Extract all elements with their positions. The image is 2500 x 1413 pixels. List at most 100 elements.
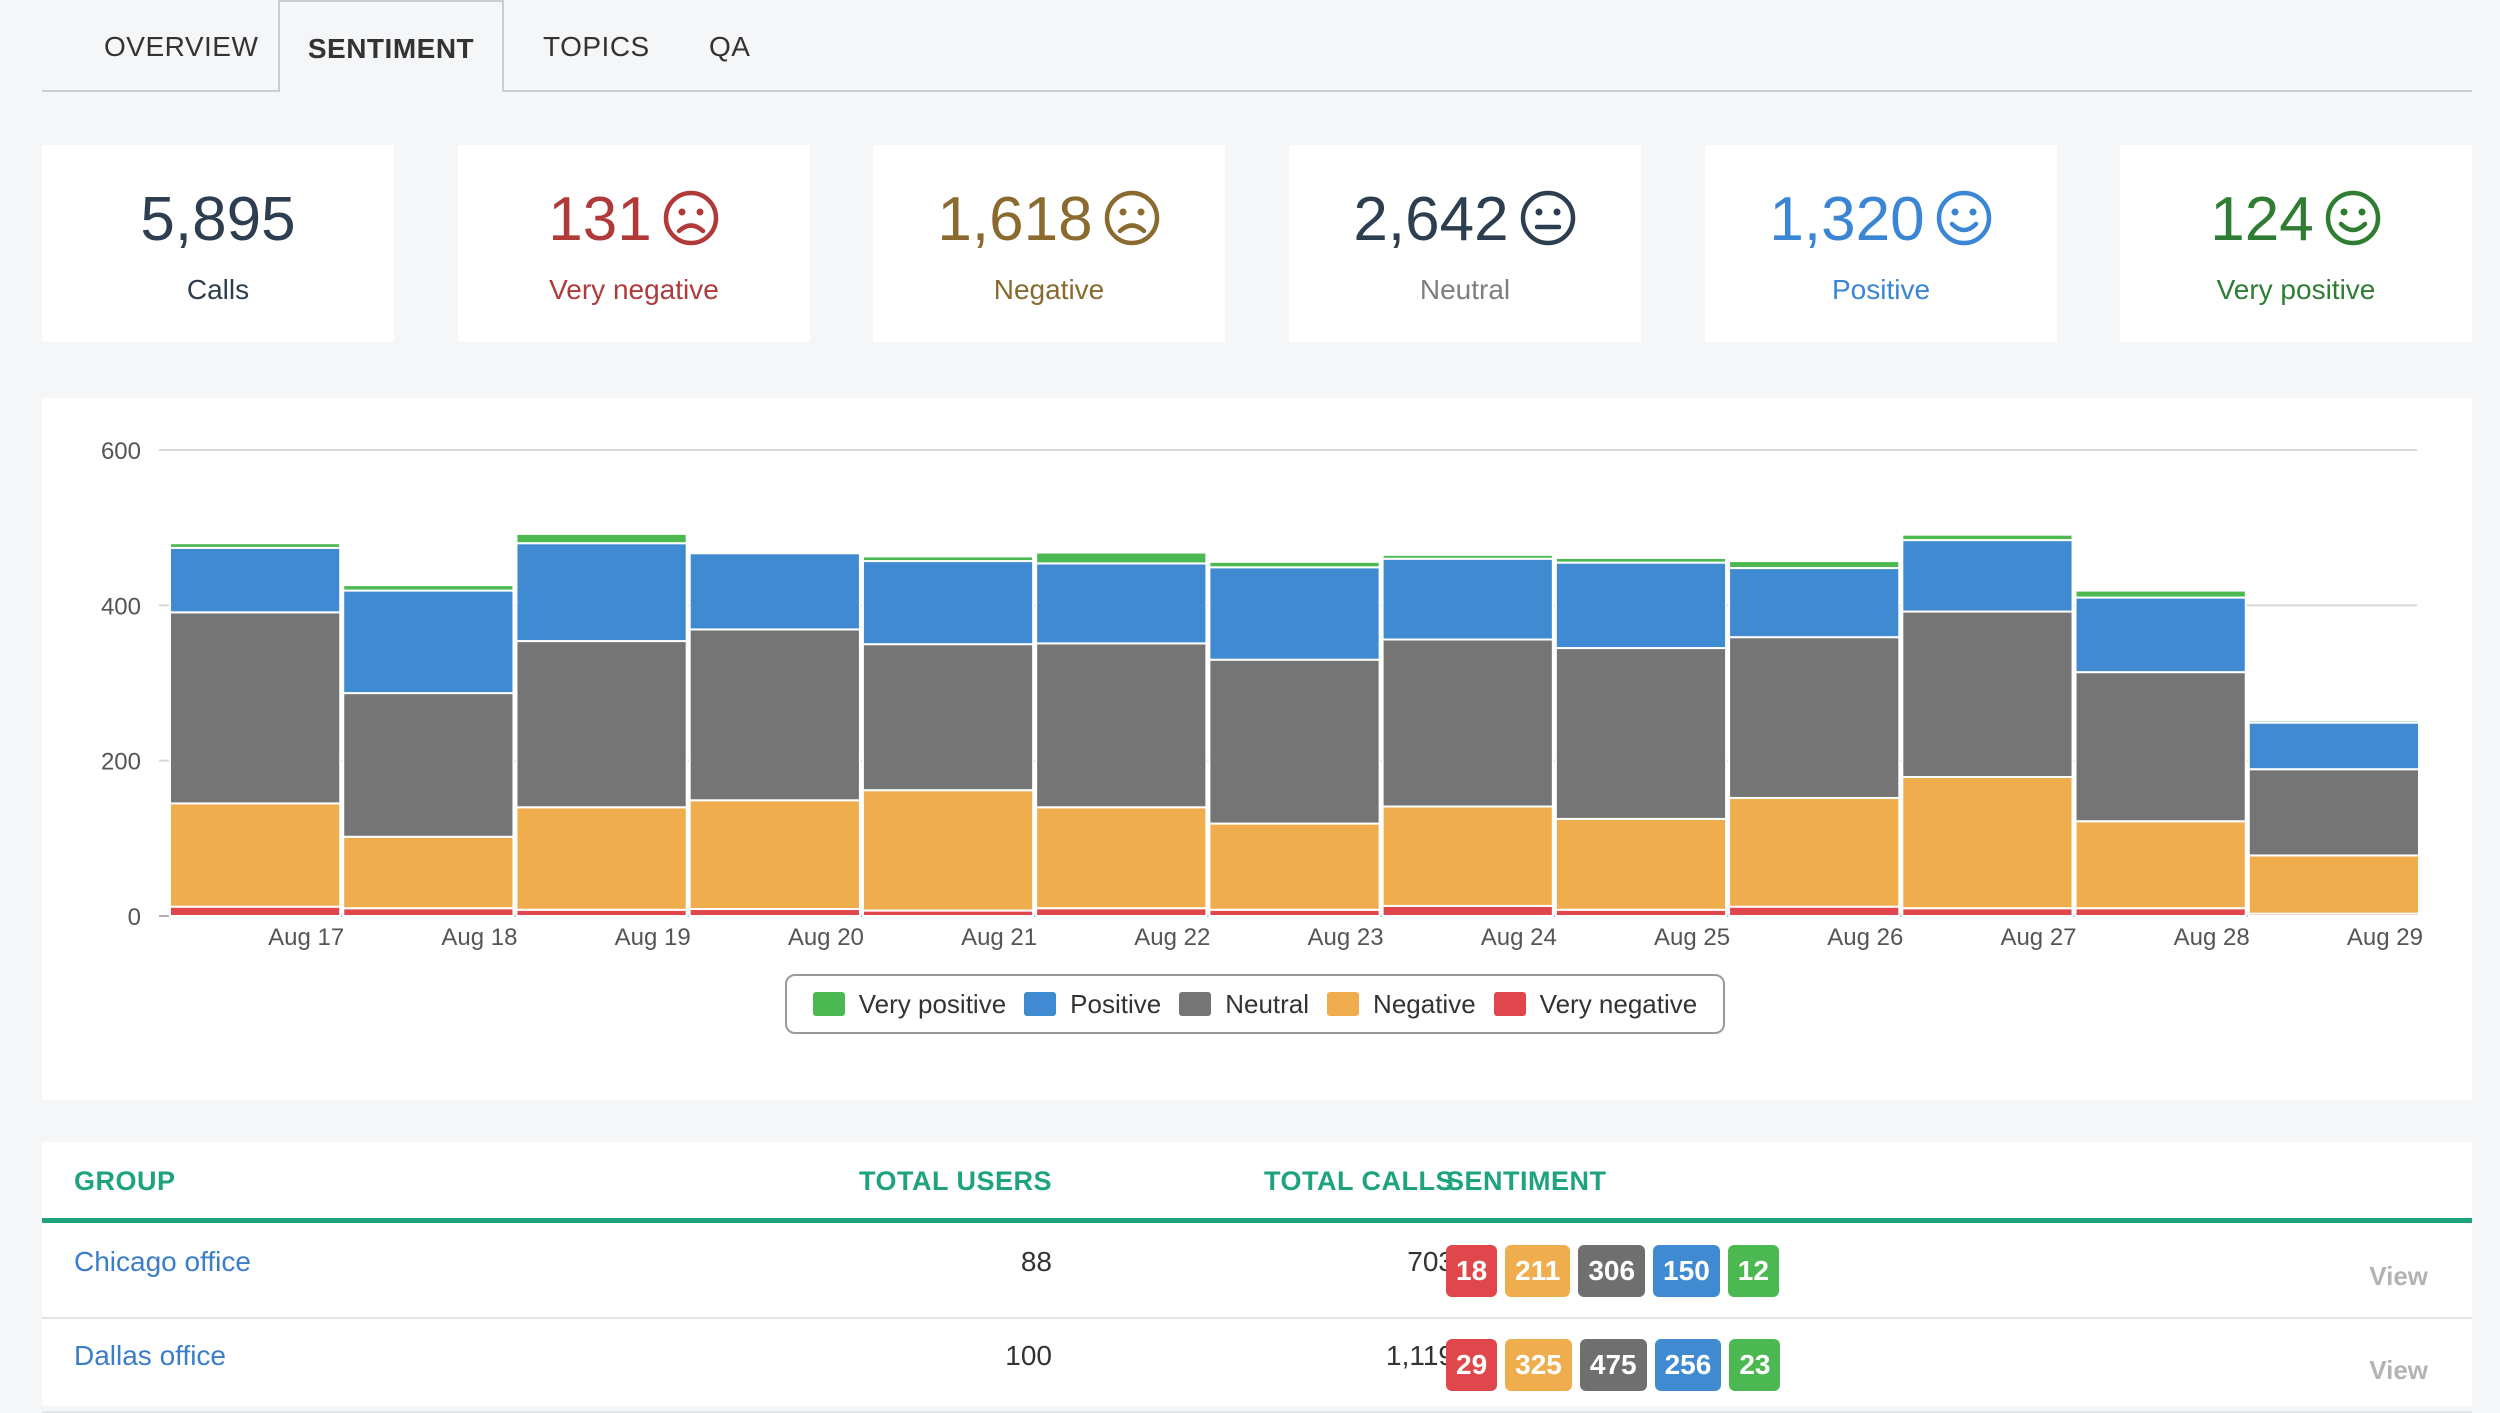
bar-segment-positive [1208, 566, 1381, 661]
stat-label: Very negative [549, 274, 719, 305]
bar-segment-very-negative [1035, 907, 1208, 918]
legend-swatch [1024, 992, 1057, 1016]
bar-segment-negative [861, 789, 1035, 912]
sentiment-badge-negative: 211 [1505, 1245, 1571, 1297]
total-calls-value: 703 [1407, 1246, 1454, 1277]
bar-segment-very-negative [1381, 904, 1554, 917]
x-tick-label: Aug 26 [1827, 924, 1903, 951]
x-tick-label: Aug 21 [961, 924, 1037, 951]
stat-card-calls: 5,895 Calls [42, 145, 394, 342]
bar-segment-positive [1901, 539, 2074, 613]
bar-segment-very-negative [2074, 907, 2247, 918]
sentiment-badge-very-negative: 29 [1446, 1339, 1498, 1391]
sentiment-badge-positive: 256 [1654, 1339, 1722, 1391]
tab-topics[interactable]: TOPICS [543, 31, 650, 62]
bar-segment-negative [515, 806, 688, 911]
bar-segment-neutral [342, 692, 515, 838]
bar-segment-neutral [861, 643, 1035, 792]
stat-value: 1,618 [873, 185, 1225, 255]
stat-value-text: 5,895 [140, 185, 296, 254]
stat-value: 131 [458, 185, 810, 255]
column-header-total-users[interactable]: TOTAL USERS [858, 1166, 1052, 1196]
stat-value: 2,642 [1289, 185, 1641, 255]
legend-item-negative[interactable]: Negative [1327, 989, 1476, 1020]
legend-swatch [1493, 992, 1526, 1016]
stat-label: Negative [993, 274, 1105, 305]
bar-segment-neutral [1381, 638, 1554, 808]
sentiment-chart: 0 200 400 600 Aug 17 Aug 18 Aug 19 Aug 20 Aug 21… [101, 438, 2423, 951]
bar-segment-very-positive [515, 532, 688, 545]
group-table: GROUP TOTAL USERS TOTAL CALLS SENTIMENT … [42, 1142, 2472, 1413]
table-header-divider [42, 1218, 2472, 1223]
tab-overview[interactable]: OVERVIEW [104, 31, 259, 62]
stat-value-text: 124 [2210, 185, 2314, 254]
column-header-group[interactable]: GROUP [74, 1166, 176, 1196]
bar-segment-positive [2074, 596, 2247, 674]
frown-icon [1104, 190, 1159, 245]
bar-segment-negative [1554, 817, 1728, 911]
bar-segment-negative [688, 799, 861, 911]
tab-qa[interactable]: QA [709, 31, 751, 62]
view-link[interactable]: View [2369, 1355, 2428, 1385]
x-tick-label: Aug 25 [1654, 924, 1730, 951]
tab-bar: OVERVIEW SENTIMENT TOPICS QA [42, 0, 2472, 92]
bar-segment-very-positive [861, 555, 1035, 563]
bar-segment-positive [1728, 567, 1901, 639]
sentiment-badges: 29 325 475 256 23 [1446, 1339, 1781, 1391]
stat-value-text: 131 [548, 185, 652, 254]
x-tick-label: Aug 23 [1308, 924, 1384, 951]
bar-segment-negative [1728, 796, 1901, 908]
sentiment-badge-neutral: 306 [1578, 1245, 1646, 1297]
bar-segment-neutral [1728, 636, 1901, 799]
legend-item-very-negative[interactable]: Very negative [1493, 989, 1697, 1020]
stat-label: Positive [1831, 274, 1931, 305]
bar-segment-very-positive [2247, 719, 2421, 724]
sentiment-badge-neutral: 475 [1579, 1339, 1647, 1391]
bar-segment-very-negative [1728, 905, 1901, 917]
x-tick-label: Aug 28 [2174, 924, 2250, 951]
tab-sentiment[interactable]: SENTIMENT [278, 0, 504, 92]
legend-item-neutral[interactable]: Neutral [1179, 989, 1309, 1020]
stat-value-text: 1,618 [937, 185, 1093, 254]
legend-swatch [1179, 992, 1212, 1016]
stat-label: Very positive [2216, 274, 2376, 305]
stat-card-very-negative: 131 Very negative [458, 145, 810, 342]
stat-label: Calls [186, 274, 250, 305]
smile-icon [2325, 190, 2380, 245]
stat-card-neutral: 2,642 Neutral [1289, 145, 1641, 342]
legend-item-very-positive[interactable]: Very positive [812, 989, 1006, 1020]
y-tick-label: 400 [101, 593, 141, 620]
column-header-total-calls[interactable]: TOTAL CALLS [1264, 1166, 1454, 1196]
bar-segment-negative [169, 802, 342, 908]
x-tick-label: Aug 20 [788, 924, 864, 951]
bar-segment-very-negative [688, 908, 861, 918]
stat-value: 5,895 [42, 185, 394, 255]
total-users-value: 100 [1005, 1340, 1052, 1371]
bar-segment-very-positive [342, 584, 515, 592]
bar-segment-positive [1554, 561, 1728, 650]
bar-segment-very-positive [169, 542, 342, 549]
view-link[interactable]: View [2369, 1261, 2428, 1291]
bar-segment-neutral [2074, 671, 2247, 823]
bar-segment-positive [342, 589, 515, 695]
group-name-link[interactable]: Chicago office [74, 1246, 251, 1277]
sentiment-chart-panel: 0 200 400 600 Aug 17 Aug 18 Aug 19 Aug 20 Aug 21… [42, 398, 2472, 1100]
bar-segment-very-positive [1035, 551, 1208, 565]
sentiment-badge-very-positive: 12 [1727, 1245, 1779, 1297]
bar-segment-positive [515, 542, 688, 643]
bar-segment-very-negative [169, 905, 342, 917]
group-name-link[interactable]: Dallas office [74, 1340, 227, 1371]
bar-segment-negative [1381, 805, 1554, 907]
legend-item-positive[interactable]: Positive [1024, 989, 1161, 1020]
x-tick-label: Aug 27 [2000, 924, 2076, 951]
bar-segment-very-positive [2074, 589, 2247, 599]
bar-segment-very-negative [342, 907, 515, 918]
bar-segment-negative [1208, 822, 1381, 911]
bar-segment-positive [1381, 557, 1554, 641]
sentiment-badges: 18 211 306 150 12 [1446, 1245, 1779, 1297]
x-tick-label: Aug 22 [1134, 924, 1210, 951]
chart-legend: Very positive Positive Neutral Negative Very… [785, 974, 1725, 1034]
stat-value-text: 2,642 [1353, 185, 1509, 254]
smile-icon [1936, 190, 1991, 245]
legend-swatch [1327, 992, 1360, 1016]
